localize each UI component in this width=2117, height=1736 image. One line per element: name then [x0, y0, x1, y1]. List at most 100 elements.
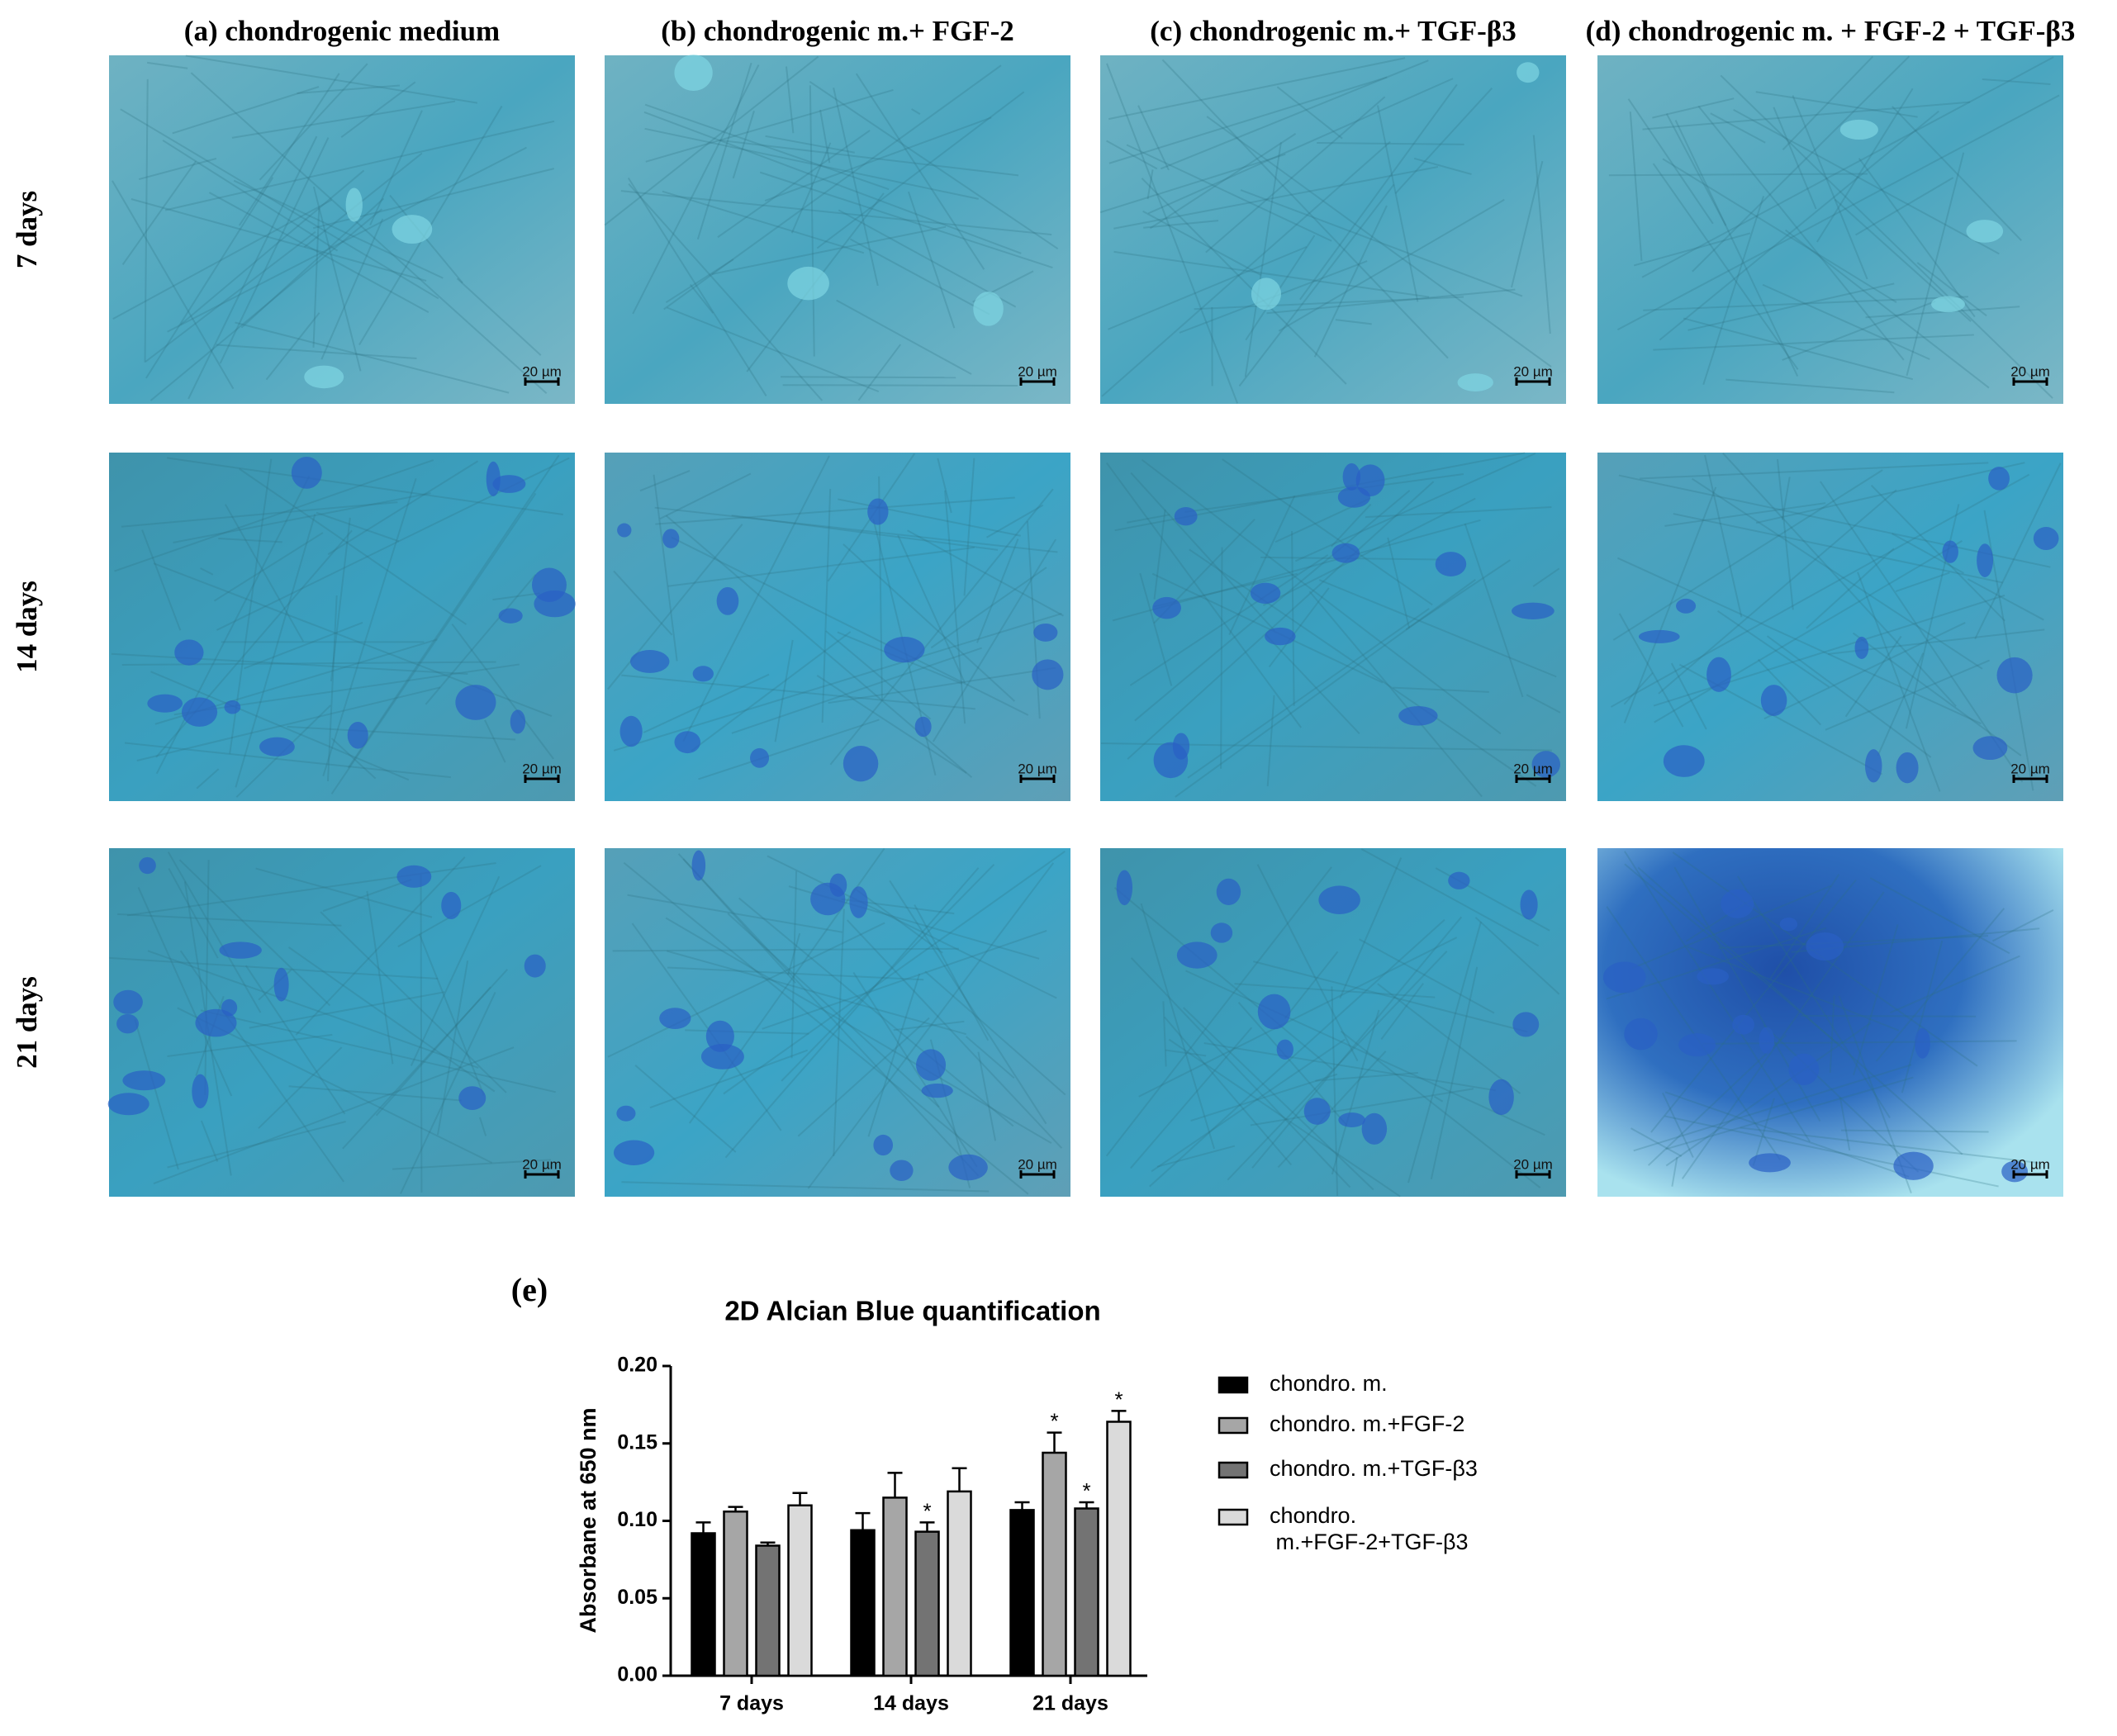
stain: [613, 1140, 655, 1165]
fiber: [1610, 473, 2030, 708]
stain: [534, 591, 576, 618]
fiber: [643, 673, 770, 733]
stain: [486, 461, 501, 497]
fiber: [1253, 960, 1528, 1033]
error-bar: [919, 1521, 935, 1532]
error-bar: [1014, 1501, 1030, 1511]
fiber: [240, 197, 385, 329]
fiber: [287, 725, 516, 741]
stain: [691, 850, 706, 881]
micrograph-image: [109, 848, 575, 1197]
fiber: [1335, 319, 1372, 325]
fiber: [1612, 469, 1883, 641]
fiber: [1127, 481, 1435, 760]
scale-bar-label: 20 µm: [522, 363, 562, 379]
stain: [1638, 629, 1680, 643]
fiber: [731, 515, 999, 551]
stain: [219, 942, 262, 959]
fiber: [634, 1065, 737, 1153]
fiber: [1659, 110, 1939, 341]
fiber: [146, 61, 188, 69]
fiber: [1313, 205, 1388, 358]
fiber: [137, 886, 233, 1097]
fiber: [809, 81, 1059, 250]
fiber: [231, 100, 456, 139]
fiber: [1692, 477, 1983, 670]
stain: [1972, 736, 2008, 761]
fiber: [1670, 662, 1707, 730]
fiber: [1238, 183, 1395, 387]
fiber: [1175, 579, 1476, 798]
fiber: [1662, 1092, 1694, 1158]
x-tick-label: 21 days: [1032, 1692, 1108, 1715]
stain: [1216, 878, 1241, 905]
fiber: [1773, 107, 1817, 210]
fiber: [1139, 572, 1173, 686]
fiber: [1782, 55, 1874, 151]
stain: [1942, 540, 1958, 563]
fiber: [1662, 158, 1897, 303]
fiber: [1526, 694, 1561, 714]
fiber: [1265, 633, 1360, 734]
stain: [1779, 918, 1798, 932]
x-tick-label: 7 days: [719, 1692, 784, 1715]
fiber: [120, 108, 439, 300]
column-header: (a) chondrogenic medium: [184, 15, 500, 47]
stain: [662, 529, 680, 548]
fiber: [1733, 108, 2000, 255]
bar: [914, 1530, 940, 1677]
fiber: [809, 85, 815, 357]
fiber: [767, 855, 1057, 999]
fiber: [218, 537, 282, 543]
fiber: [1244, 142, 1282, 377]
stain: [291, 457, 322, 489]
fiber: [1284, 951, 1339, 1019]
fiber: [295, 856, 466, 1036]
fiber: [1870, 484, 2005, 622]
fiber: [1464, 523, 1524, 698]
stain: [619, 715, 643, 747]
fiber: [1763, 1024, 1920, 1173]
fiber: [167, 146, 527, 333]
stain: [1749, 1153, 1791, 1173]
fiber: [1130, 472, 1275, 632]
fiber: [1820, 481, 2024, 783]
fiber: [1220, 547, 1223, 769]
fiber: [765, 135, 855, 154]
scale-bar: [2012, 377, 2048, 386]
fiber: [1156, 1145, 1236, 1168]
fiber: [124, 742, 451, 779]
scale-bar-label: 20 µm: [2010, 761, 2050, 776]
fiber: [1806, 548, 1895, 629]
legend-label: chondro. m.: [1270, 1371, 1388, 1396]
fiber: [1673, 513, 2003, 584]
stain: [1318, 885, 1360, 914]
fiber: [1857, 572, 1941, 792]
fiber: [1853, 924, 1899, 1076]
fiber: [1331, 986, 1339, 1197]
fiber: [781, 864, 995, 1082]
fiber: [1185, 970, 1545, 1136]
fiber: [1717, 610, 1830, 688]
fiber: [109, 956, 439, 980]
fiber: [1982, 78, 2051, 86]
fiber: [914, 904, 990, 1041]
fiber: [1165, 1049, 1207, 1057]
fiber: [782, 384, 1018, 387]
fiber: [121, 160, 197, 265]
stain: [510, 709, 526, 734]
fiber: [833, 88, 879, 287]
bar: [1106, 1421, 1132, 1677]
fiber: [689, 283, 714, 314]
bar: [691, 1532, 716, 1677]
fiber: [986, 504, 1044, 538]
fiber: [937, 458, 952, 514]
fiber: [111, 652, 468, 676]
fiber: [724, 867, 980, 1159]
fiber: [1631, 885, 1832, 970]
fiber: [1405, 559, 1512, 631]
fiber: [173, 492, 431, 543]
fiber: [1816, 88, 1914, 243]
fiber: [134, 1019, 179, 1170]
fiber: [1189, 548, 1537, 787]
